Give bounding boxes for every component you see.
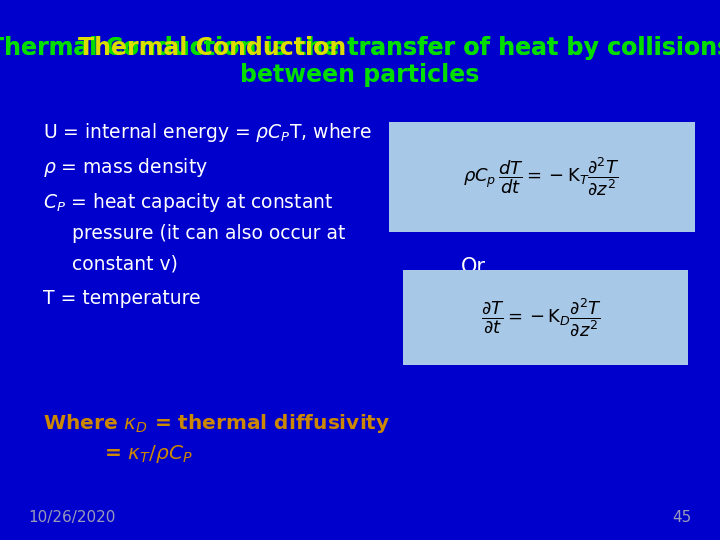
Text: U = internal energy = $\rho C_P$T, where: U = internal energy = $\rho C_P$T, where — [43, 121, 372, 144]
Text: between particles: between particles — [240, 63, 480, 86]
Text: $\dfrac{\partial T}{\partial t} = -\mathrm{K}_{D} \dfrac{\partial^2 T}{\partial : $\dfrac{\partial T}{\partial t} = -\math… — [481, 296, 602, 339]
Text: 45: 45 — [672, 510, 691, 525]
Text: T = temperature: T = temperature — [43, 288, 201, 308]
Text: $\rho$ = mass density: $\rho$ = mass density — [43, 156, 208, 179]
Text: Where $\kappa_D$ = thermal diffusivity: Where $\kappa_D$ = thermal diffusivity — [43, 413, 390, 435]
Text: = $\kappa_T/\rho C_P$: = $\kappa_T/\rho C_P$ — [104, 443, 194, 464]
Text: Thermal Conduction is the transfer of heat by collisions: Thermal Conduction is the transfer of he… — [0, 36, 720, 59]
Text: Or: Or — [462, 257, 486, 278]
Text: pressure (it can also occur at: pressure (it can also occur at — [72, 224, 346, 243]
Text: constant v): constant v) — [72, 254, 178, 274]
FancyBboxPatch shape — [389, 122, 695, 232]
Text: 10/26/2020: 10/26/2020 — [29, 510, 116, 525]
Text: $C_P$ = heat capacity at constant: $C_P$ = heat capacity at constant — [43, 191, 333, 214]
Text: Thermal Conduction is the transfer of heat by collisions: Thermal Conduction is the transfer of he… — [0, 36, 720, 59]
FancyBboxPatch shape — [403, 270, 688, 364]
Text: Thermal Conduction: Thermal Conduction — [78, 36, 347, 59]
Text: $\rho C_p \,\dfrac{dT}{dt} = -\mathrm{K}_{T} \dfrac{\partial^2 T}{\partial z^2}$: $\rho C_p \,\dfrac{dT}{dt} = -\mathrm{K}… — [463, 156, 620, 198]
